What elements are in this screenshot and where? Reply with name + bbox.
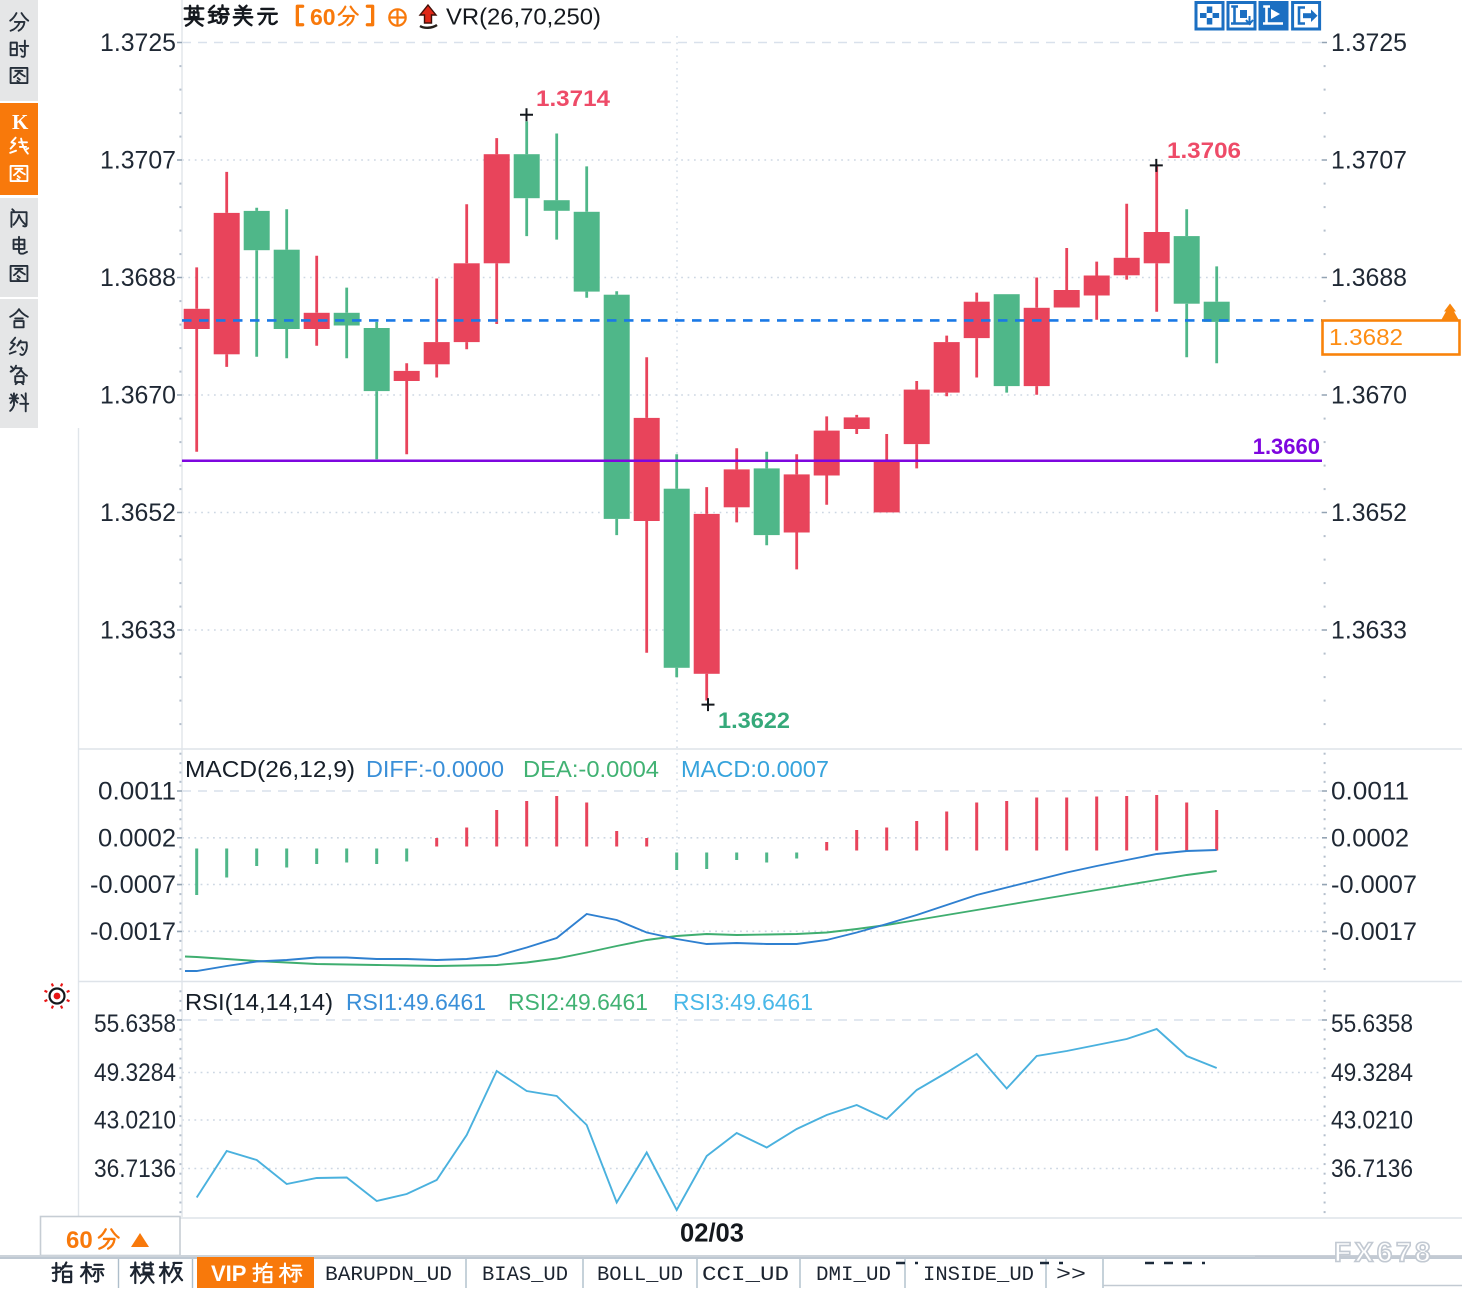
- svg-text:1.3670: 1.3670: [100, 382, 176, 410]
- svg-text:43.0210: 43.0210: [1331, 1107, 1413, 1135]
- svg-text:DEA:-0.0004: DEA:-0.0004: [523, 756, 659, 782]
- svg-text:1.3688: 1.3688: [100, 264, 176, 292]
- svg-text:1.3688: 1.3688: [1331, 264, 1407, 292]
- svg-text:1.3725: 1.3725: [100, 29, 176, 57]
- svg-text:55.6358: 55.6358: [1331, 1010, 1413, 1038]
- svg-text:RSI(14,14,14): RSI(14,14,14): [185, 989, 333, 1015]
- svg-text:-0.0007: -0.0007: [1331, 871, 1417, 899]
- svg-text:60: 60: [310, 4, 336, 30]
- svg-text:RSI3:49.6461: RSI3:49.6461: [673, 989, 813, 1015]
- svg-text:DMI_UD: DMI_UD: [816, 1264, 891, 1287]
- svg-text:>>: >>: [1056, 1264, 1086, 1287]
- svg-text:0.0002: 0.0002: [1331, 824, 1409, 852]
- svg-text:INSIDE_UD: INSIDE_UD: [923, 1264, 1034, 1287]
- svg-text:1.3725: 1.3725: [1331, 29, 1407, 57]
- svg-text:0.0011: 0.0011: [1331, 778, 1409, 806]
- svg-text:43.0210: 43.0210: [94, 1107, 176, 1135]
- svg-text:1.3652: 1.3652: [1331, 499, 1407, 527]
- svg-text:0.0011: 0.0011: [98, 778, 176, 806]
- svg-text:1.3707: 1.3707: [1331, 147, 1407, 175]
- svg-text:1.3652: 1.3652: [100, 499, 176, 527]
- svg-text:-0.0007: -0.0007: [90, 871, 176, 899]
- svg-text:K: K: [12, 110, 29, 134]
- svg-text:-0.0017: -0.0017: [90, 918, 176, 946]
- svg-text:36.7136: 36.7136: [1331, 1155, 1413, 1183]
- svg-text:1.3682: 1.3682: [1329, 324, 1403, 350]
- svg-text:36.7136: 36.7136: [94, 1155, 176, 1183]
- svg-text:BIAS_UD: BIAS_UD: [482, 1264, 568, 1287]
- svg-text:1.3707: 1.3707: [100, 147, 176, 175]
- svg-text:-0.0017: -0.0017: [1331, 918, 1417, 946]
- svg-text:BARUPDN_UD: BARUPDN_UD: [325, 1264, 452, 1287]
- svg-text:CCI_UD: CCI_UD: [702, 1264, 789, 1287]
- svg-text:1.3633: 1.3633: [1331, 617, 1407, 645]
- svg-text:1.3714: 1.3714: [536, 86, 611, 111]
- svg-text:0.0002: 0.0002: [98, 824, 176, 852]
- svg-text:60: 60: [66, 1227, 93, 1254]
- svg-text:VIP: VIP: [211, 1261, 246, 1286]
- svg-text:49.3284: 49.3284: [1331, 1059, 1413, 1087]
- svg-text:02/03: 02/03: [680, 1218, 744, 1248]
- svg-text:55.6358: 55.6358: [94, 1010, 176, 1038]
- svg-text:1.3660: 1.3660: [1253, 434, 1320, 459]
- svg-text:DIFF:-0.0000: DIFF:-0.0000: [366, 756, 504, 782]
- svg-text:1.3670: 1.3670: [1331, 382, 1407, 410]
- svg-text:49.3284: 49.3284: [94, 1059, 176, 1087]
- svg-text:BOLL_UD: BOLL_UD: [597, 1264, 683, 1287]
- svg-text:1.3633: 1.3633: [100, 617, 176, 645]
- svg-text:RSI2:49.6461: RSI2:49.6461: [508, 989, 648, 1015]
- svg-text:FX678: FX678: [1334, 1237, 1434, 1268]
- svg-text:1.3622: 1.3622: [718, 708, 790, 733]
- svg-text:VR(26,70,250): VR(26,70,250): [446, 4, 601, 30]
- svg-text:MACD:0.0007: MACD:0.0007: [681, 756, 829, 782]
- svg-text:1.3706: 1.3706: [1167, 138, 1241, 163]
- svg-text:MACD(26,12,9): MACD(26,12,9): [185, 756, 355, 782]
- svg-text:RSI1:49.6461: RSI1:49.6461: [346, 989, 486, 1015]
